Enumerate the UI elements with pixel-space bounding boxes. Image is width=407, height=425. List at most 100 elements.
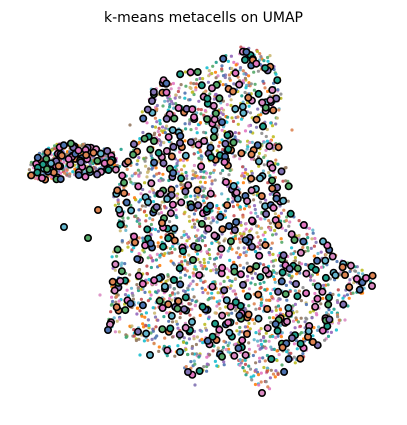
- cell-point: [250, 171, 254, 175]
- cell-point: [199, 154, 203, 158]
- cell-point: [278, 308, 283, 312]
- cell-point: [141, 130, 145, 135]
- cell-point: [215, 204, 219, 208]
- metacell-point: [281, 290, 290, 299]
- metacell-point: [81, 172, 90, 181]
- metacell-point: [42, 154, 51, 163]
- cell-point: [137, 252, 141, 256]
- metacell-point: [158, 325, 167, 334]
- cell-point: [268, 174, 272, 178]
- cell-point: [238, 253, 242, 257]
- cell-point: [188, 275, 192, 279]
- cell-point: [238, 205, 242, 209]
- cell-point: [218, 255, 222, 259]
- metacell-point: [274, 287, 283, 296]
- metacell-point: [42, 165, 51, 174]
- cell-point: [240, 94, 244, 98]
- cell-point: [354, 269, 358, 273]
- cell-point: [202, 365, 206, 369]
- cell-point: [191, 218, 195, 222]
- cell-point: [247, 124, 251, 128]
- cell-point: [187, 337, 191, 341]
- cell-point: [128, 177, 132, 181]
- cell-point: [273, 277, 277, 281]
- metacell-point: [127, 206, 136, 215]
- cell-point: [290, 128, 294, 132]
- cell-point: [182, 340, 186, 344]
- cell-point: [144, 311, 148, 315]
- cell-point: [307, 226, 311, 230]
- metacell-point: [241, 55, 250, 64]
- cell-point: [257, 329, 261, 333]
- cell-point: [221, 83, 225, 87]
- metacell-point: [208, 282, 217, 291]
- cell-point: [168, 283, 172, 287]
- cell-point: [174, 319, 178, 324]
- metacell-point: [325, 315, 334, 324]
- cell-point: [124, 228, 128, 232]
- cell-point: [268, 335, 272, 339]
- cell-point: [262, 140, 266, 144]
- cell-point: [270, 309, 274, 313]
- cell-point: [269, 345, 273, 349]
- metacell-point: [200, 137, 209, 146]
- cell-point: [184, 347, 188, 352]
- metacell-point: [179, 247, 188, 256]
- cell-point: [190, 225, 194, 229]
- cell-point: [325, 311, 329, 315]
- cell-point: [71, 170, 75, 174]
- cell-point: [168, 105, 172, 109]
- cell-point: [259, 380, 263, 384]
- metacell-point: [155, 296, 164, 305]
- cell-point: [226, 275, 230, 279]
- cell-point: [143, 315, 147, 319]
- cell-point: [238, 66, 243, 70]
- cell-point: [336, 315, 340, 319]
- cell-point: [273, 280, 277, 284]
- cell-point: [183, 195, 187, 199]
- metacell-point: [253, 141, 262, 150]
- cell-point: [171, 102, 175, 106]
- cell-point: [215, 268, 219, 272]
- metacell-point: [176, 132, 185, 141]
- cell-point: [147, 167, 151, 171]
- cell-point: [265, 287, 269, 291]
- cell-point: [205, 196, 209, 200]
- metacell-point: [226, 302, 235, 311]
- cell-point: [193, 362, 197, 366]
- cell-point: [297, 233, 301, 238]
- cell-point: [267, 171, 271, 175]
- cell-point: [152, 174, 156, 178]
- cell-point: [216, 291, 220, 295]
- cell-point: [176, 159, 180, 163]
- cell-point: [176, 344, 180, 348]
- metacell-point: [134, 182, 143, 191]
- cell-point: [182, 229, 186, 234]
- cell-point: [163, 336, 167, 340]
- metacell-point: [175, 330, 184, 339]
- metacell-point: [247, 186, 256, 195]
- cell-point: [327, 308, 331, 312]
- cell-point: [181, 289, 186, 293]
- cell-point: [132, 196, 137, 200]
- cell-point: [157, 171, 161, 175]
- cell-point: [242, 246, 246, 250]
- cell-point: [264, 134, 268, 139]
- cell-point: [208, 187, 213, 191]
- cell-point: [216, 333, 220, 337]
- cell-point: [128, 123, 132, 127]
- cell-point: [203, 109, 207, 113]
- cell-point: [271, 233, 275, 237]
- metacell-point: [122, 198, 131, 207]
- metacell-point: [263, 304, 272, 313]
- cell-point: [143, 159, 147, 163]
- metacell-point: [146, 145, 155, 154]
- cell-point: [185, 341, 189, 345]
- cell-point: [27, 168, 31, 172]
- cell-point: [248, 111, 253, 115]
- cell-point: [129, 286, 134, 290]
- cell-point: [237, 131, 241, 135]
- cell-point: [203, 186, 207, 190]
- metacell-point: [164, 234, 173, 243]
- metacell-point: [252, 115, 261, 124]
